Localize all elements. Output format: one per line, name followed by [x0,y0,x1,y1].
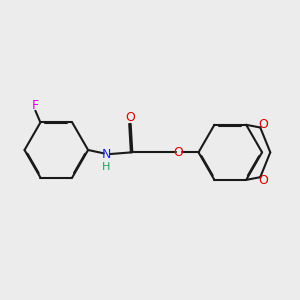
Text: H: H [102,162,111,172]
Text: O: O [259,174,269,187]
Text: N: N [102,148,111,160]
Text: F: F [32,99,39,112]
Text: O: O [259,118,269,130]
Text: O: O [125,111,135,124]
Text: O: O [173,146,183,159]
